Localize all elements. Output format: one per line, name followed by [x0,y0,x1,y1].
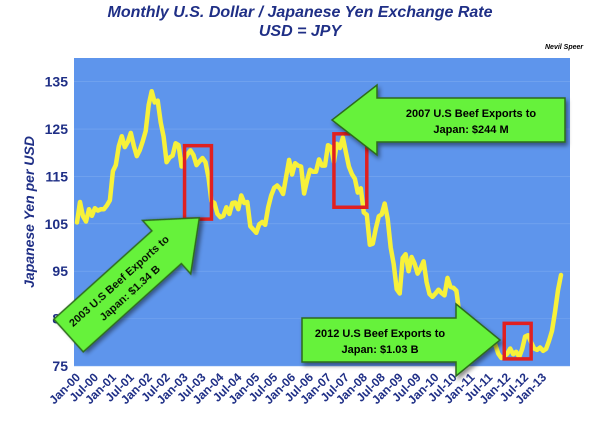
author-credit: Nevil Speer [545,44,584,51]
y-tick-label: 75 [52,358,68,374]
x-axis-ticks: Jan-00Jul-00Jan-01Jul-01Jan-02Jul-02Jan-… [46,370,549,407]
annotation-2007-line1: 2007 U.S Beef Exports to [406,108,536,120]
chart-title: Monthly U.S. Dollar / Japanese Yen Excha… [107,4,493,21]
chart-subtitle: USD = JPY [258,23,342,40]
annotation-2012-line1: 2012 U.S Beef Exports to [315,328,445,340]
annotation-2007: 2007 U.S Beef Exports to Japan: $244 M [330,83,566,157]
annotation-2007-line2: Japan: $244 M [433,124,508,136]
annotation-2012: 2012 U.S Beef Exports to Japan: $1.03 B [301,302,502,378]
y-tick-label: 125 [45,121,69,137]
y-tick-label: 95 [52,263,68,279]
highlight-box [502,321,533,361]
y-tick-label: 105 [45,216,69,232]
annotation-2012-line2: Japan: $1.03 B [341,344,418,356]
y-tick-label: 115 [45,168,68,184]
y-tick-label: 135 [45,74,69,90]
